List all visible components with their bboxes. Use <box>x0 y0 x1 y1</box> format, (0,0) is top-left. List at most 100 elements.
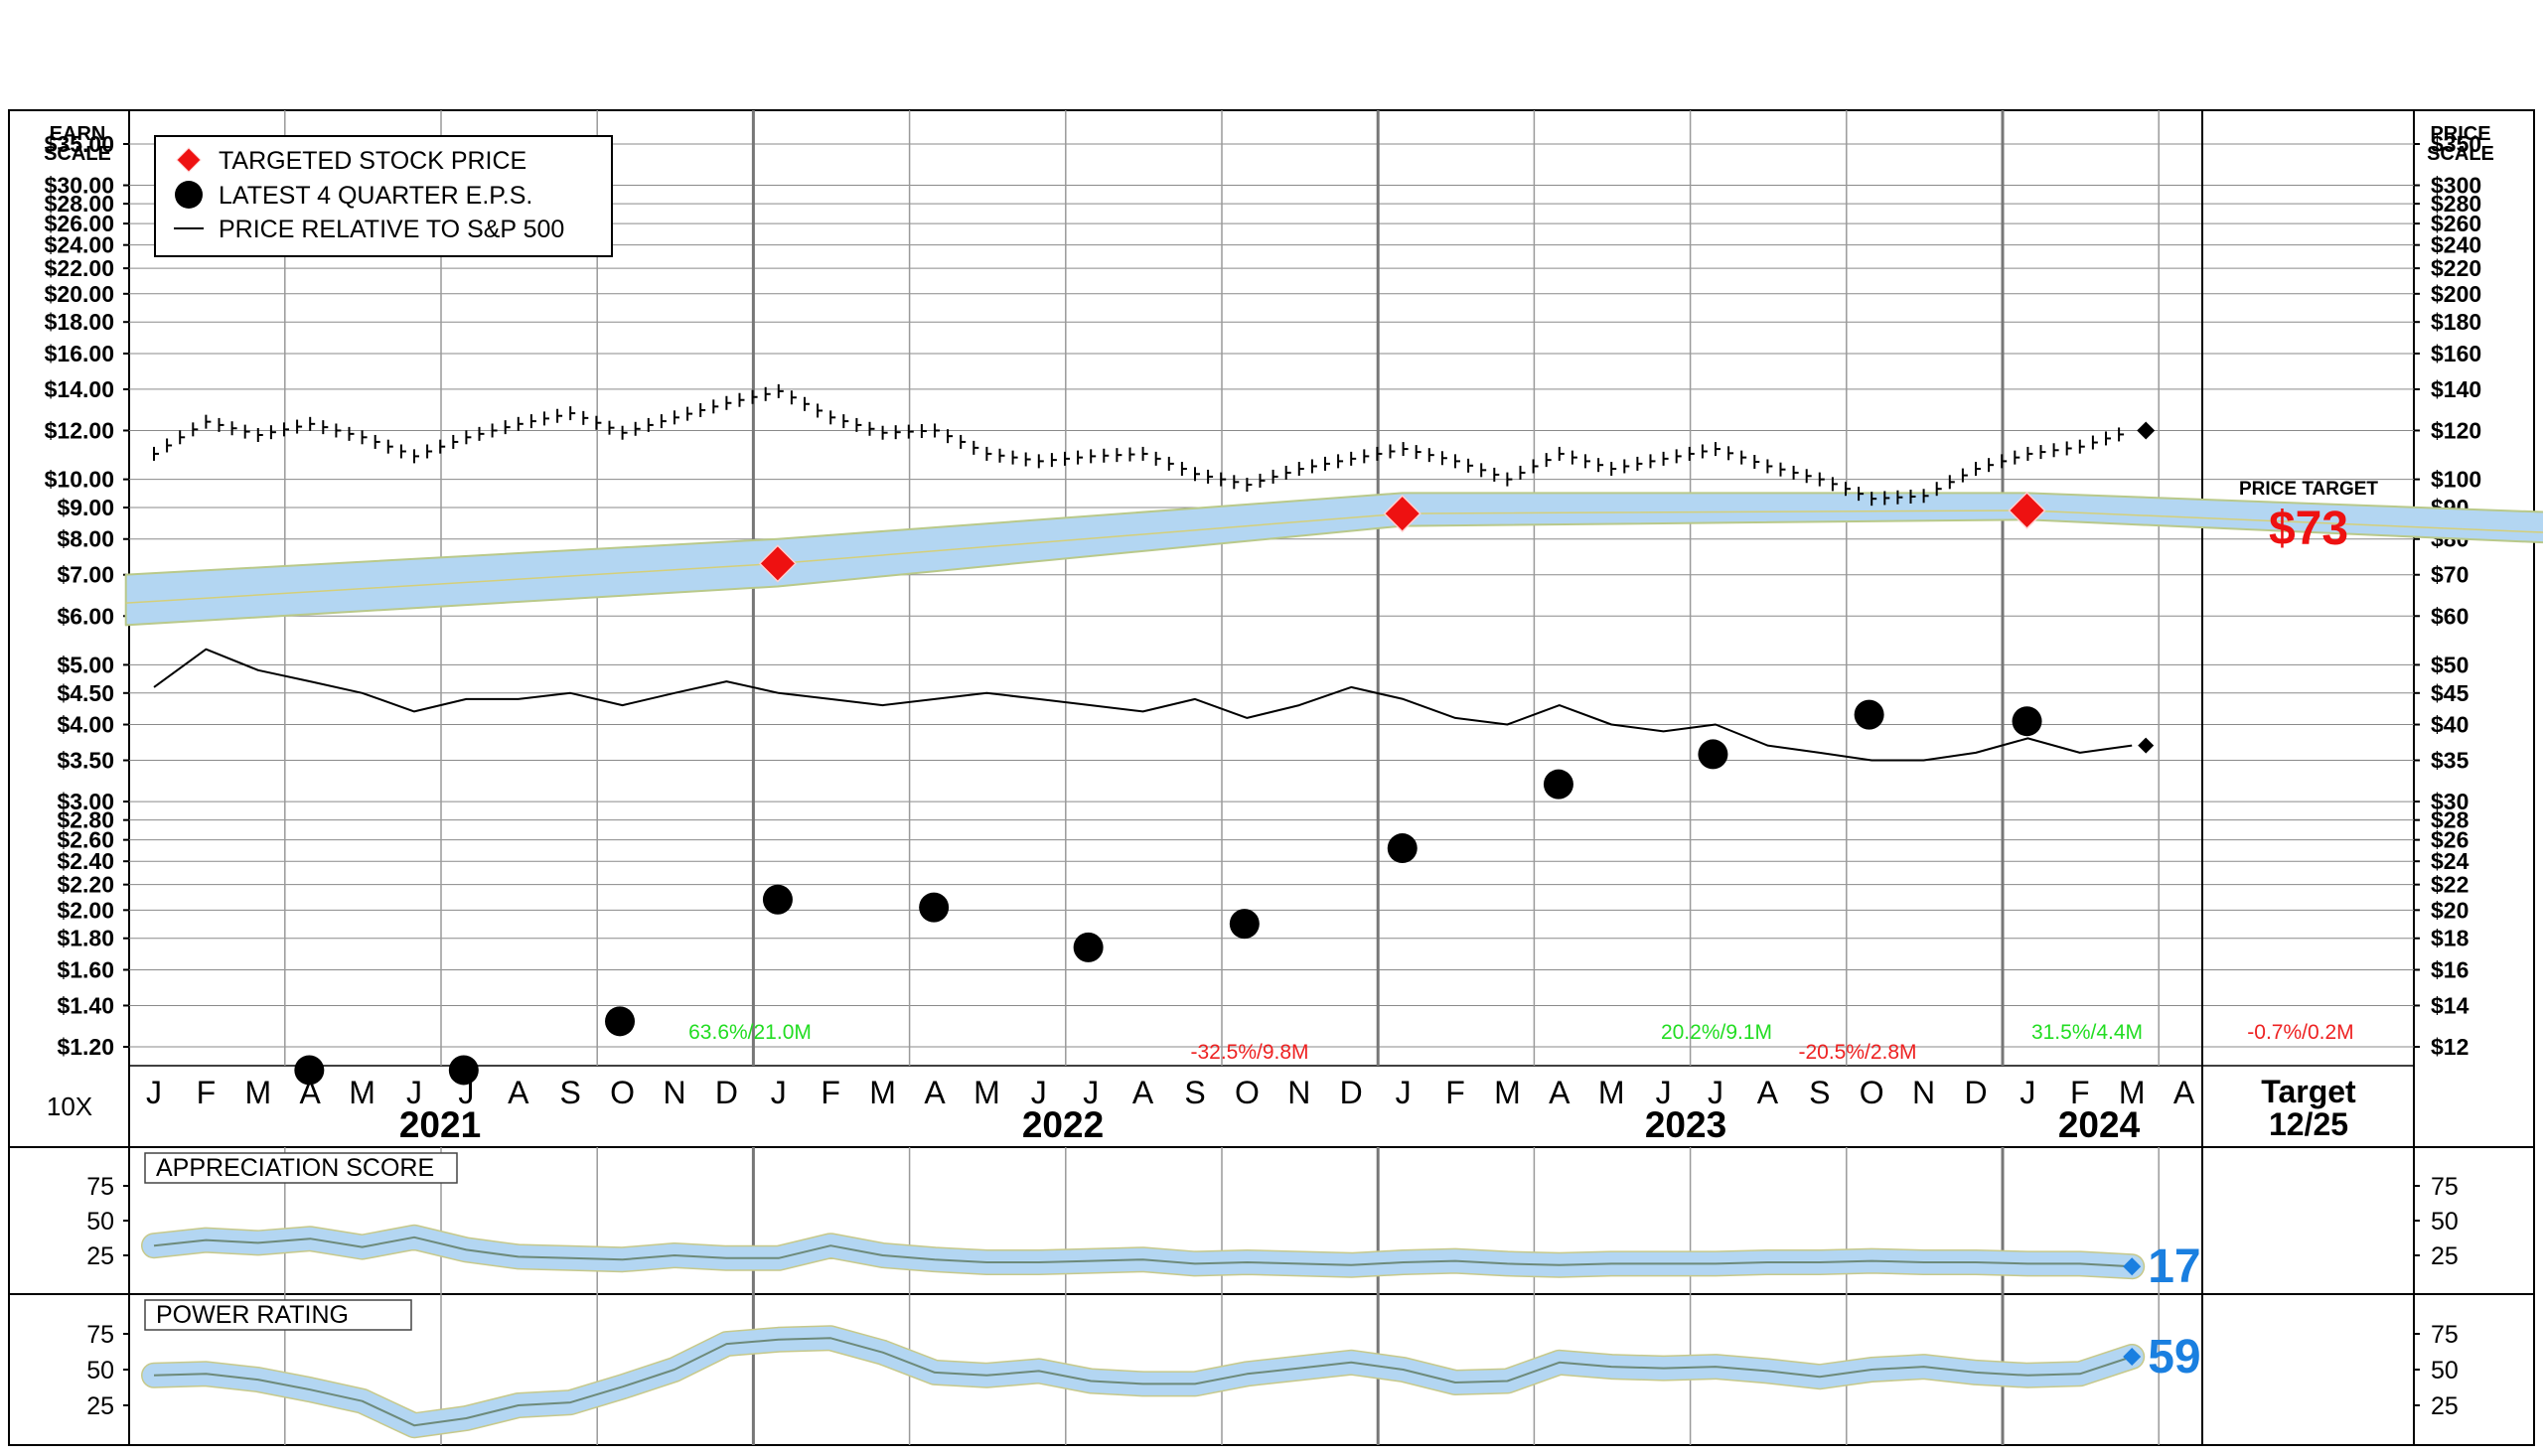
month-label: S <box>1184 1075 1205 1110</box>
earn-scale-tick: $3.00 <box>57 789 114 814</box>
latest-score-marker <box>2123 1257 2142 1276</box>
month-label: A <box>924 1075 946 1110</box>
month-label: J <box>1031 1075 1047 1110</box>
month-label: A <box>1757 1075 1779 1110</box>
panel-tick: 50 <box>86 1208 114 1236</box>
year-label: 2023 <box>1645 1104 1726 1145</box>
volume-annotation: -0.7%/0.2M <box>2247 1021 2353 1044</box>
target-price-diamond <box>758 544 797 583</box>
eps-dot <box>605 1006 636 1037</box>
month-label: J <box>1083 1075 1099 1110</box>
earn-scale-tick: $8.00 <box>57 526 114 552</box>
earn-scale-tick: $24.00 <box>45 232 114 258</box>
month-label: J <box>1396 1075 1412 1110</box>
latest-score-marker <box>2123 1348 2142 1366</box>
latest-score-value: 17 <box>2148 1240 2200 1293</box>
year-label: 2022 <box>1022 1104 1104 1145</box>
stock-price-series <box>153 383 2125 507</box>
target-price-diamond <box>2008 491 2046 530</box>
score-band <box>142 1326 2144 1437</box>
price-scale-tick: $24 <box>2431 848 2469 874</box>
legend-diamond-marker <box>176 147 202 173</box>
month-label: F <box>2070 1075 2090 1110</box>
price-scale-tick: $45 <box>2431 680 2469 706</box>
panel-tick: 50 <box>86 1357 114 1384</box>
earn-scale-tick: $1.60 <box>57 956 114 982</box>
legend: TARGETED STOCK PRICE LATEST 4 QUARTER E.P… <box>154 135 613 257</box>
month-label: M <box>869 1075 896 1110</box>
earn-scale-tick: $4.50 <box>57 680 114 706</box>
month-label: N <box>1912 1075 1935 1110</box>
panel-tick: 25 <box>2431 1242 2459 1270</box>
earn-scale-tick: $20.00 <box>45 281 114 307</box>
price-scale-tick: $14 <box>2431 992 2469 1018</box>
month-label: F <box>197 1075 217 1110</box>
earn-scale-tick: $16.00 <box>45 341 114 366</box>
earn-scale-tick: $12.00 <box>45 417 114 443</box>
price-scale-tick: $20 <box>2431 897 2468 923</box>
price-scale-tick: $260 <box>2431 211 2481 236</box>
earn-scale-tick: $35.00 <box>45 131 114 157</box>
score-line <box>153 1236 2133 1268</box>
month-label: J <box>1708 1075 1723 1110</box>
month-label: A <box>508 1075 529 1110</box>
panel-tick: 50 <box>2431 1357 2459 1384</box>
month-label: S <box>560 1075 581 1110</box>
earn-scale-tick: $10.00 <box>45 467 114 493</box>
month-label: M <box>1598 1075 1625 1110</box>
price-scale-tick: $280 <box>2431 191 2481 217</box>
latest-score-value: 59 <box>2148 1331 2200 1383</box>
earn-scale-tick: $1.80 <box>57 926 114 951</box>
year-label: 2021 <box>399 1104 481 1145</box>
month-label: O <box>1235 1075 1260 1110</box>
earn-scale-tick: $6.00 <box>57 603 114 629</box>
price-target-value: $73 <box>2269 503 2348 555</box>
earn-scale-tick: $30.00 <box>45 173 114 199</box>
legend-label: PRICE RELATIVE TO S&P 500 <box>219 216 564 243</box>
month-label: A <box>2173 1075 2195 1110</box>
appreciation-score-panel: 75 75 50 50 25 25 17 APPRECIATION SCORE <box>86 1152 2459 1293</box>
earn-scale-tick: $18.00 <box>45 309 114 335</box>
volume-annotation: -32.5%/9.8M <box>1190 1041 1308 1064</box>
earn-scale-tick: $9.00 <box>57 495 114 520</box>
relative-strength-line <box>153 648 2133 762</box>
month-label: J <box>458 1075 474 1110</box>
eps-dot <box>762 884 793 915</box>
price-scale-tick: $60 <box>2431 603 2468 629</box>
panel-title: POWER RATING <box>156 1301 349 1329</box>
price-scale-tick: $28 <box>2431 807 2469 833</box>
price-scale-tick: $35 <box>2431 748 2469 774</box>
month-label: D <box>1964 1075 1987 1110</box>
eps-dot <box>1387 833 1418 864</box>
eps-dot <box>1854 699 1884 730</box>
earn-scale-tick: $5.00 <box>57 652 114 677</box>
month-label: A <box>1549 1075 1571 1110</box>
chart-frame <box>8 109 2535 1446</box>
month-label: M <box>973 1075 1000 1110</box>
earn-scale-title: EARN <box>50 123 106 145</box>
earn-scale-tick: $2.40 <box>57 848 114 874</box>
month-label: M <box>244 1075 271 1110</box>
earn-scale-tick: $22.00 <box>45 255 114 281</box>
eps-dot <box>448 1055 479 1086</box>
month-label: J <box>1656 1075 1672 1110</box>
year-label: 2024 <box>2058 1104 2141 1145</box>
target-date-label: 12/25 <box>2269 1106 2348 1142</box>
eps-dot <box>1543 769 1573 800</box>
month-label: N <box>1287 1075 1310 1110</box>
target-date-label: Target <box>2261 1074 2356 1109</box>
month-label: M <box>1494 1075 1521 1110</box>
multiplier-label: 10X <box>47 1092 92 1121</box>
month-label: M <box>349 1075 375 1110</box>
price-scale-tick: $180 <box>2431 309 2481 335</box>
price-scale-tick: $30 <box>2431 789 2468 814</box>
panel-tick: 50 <box>2431 1208 2459 1236</box>
month-label: D <box>715 1075 738 1110</box>
price-scale-tick: $18 <box>2431 926 2469 951</box>
price-scale-tick: $200 <box>2431 281 2481 307</box>
eps-dot <box>294 1055 325 1086</box>
month-label: J <box>771 1075 787 1110</box>
month-label: J <box>406 1075 422 1110</box>
price-scale-tick: $22 <box>2431 872 2468 898</box>
